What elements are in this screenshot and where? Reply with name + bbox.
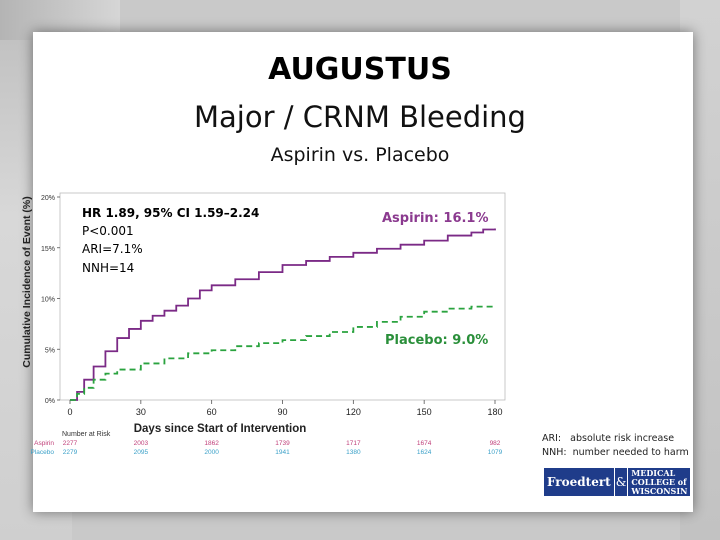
y-tick-label: 0% [45, 398, 55, 405]
footnote-ari: ARI: absolute risk increase [542, 433, 675, 444]
risk-value: 1624 [417, 449, 432, 456]
stats-annotation: HR 1.89, 95% CI 1.59–2.24 [82, 206, 259, 220]
risk-value: 1941 [275, 449, 290, 456]
x-axis-label: Days since Start of Intervention [134, 423, 307, 435]
logo-froedtert: Froedtert [544, 468, 614, 496]
slide-panel [33, 32, 693, 512]
stats-annotation: P<0.001 [82, 224, 134, 238]
series-line-aspirin [70, 228, 496, 401]
risk-value: 2279 [63, 449, 78, 456]
risk-value: 982 [490, 440, 501, 447]
logo-ampersand: & [613, 468, 629, 496]
risk-value: 1674 [417, 440, 432, 447]
risk-value: 1380 [346, 449, 361, 456]
x-tick-label: 0 [67, 407, 72, 417]
y-tick-label: 20% [41, 195, 55, 202]
y-axis-label: Cumulative Incidence of Event (%) [21, 196, 33, 368]
institution-logo: Froedtert & MEDICAL COLLEGE of WISCONSIN [544, 468, 691, 496]
risk-value: 1739 [275, 440, 290, 447]
logo-mcw-line3: WISCONSIN [631, 485, 688, 496]
risk-value: 2095 [134, 449, 149, 456]
aspirin-label: Aspirin: 16.1% [382, 211, 489, 226]
risk-value: 1079 [488, 449, 503, 456]
logo-mcw-line1: MEDICAL [631, 467, 676, 478]
risk-value: 2003 [134, 440, 149, 447]
y-tick-label: 10% [41, 297, 55, 304]
risk-value: 1717 [346, 440, 361, 447]
x-tick-label: 120 [346, 407, 361, 417]
risk-value: 2277 [63, 440, 78, 447]
slide-title: AUGUSTUS [268, 52, 452, 87]
y-tick-label: 5% [45, 347, 55, 354]
x-tick-label: 60 [207, 407, 217, 417]
risk-row-label: Aspirin [34, 440, 54, 447]
logo-mcw-line2: COLLEGE of [631, 476, 687, 487]
footnote-nnh: NNH: number needed to harm [542, 447, 689, 458]
stats-annotation: NNH=14 [82, 261, 134, 275]
placebo-label: Placebo: 9.0% [385, 333, 488, 348]
x-tick-label: 180 [487, 407, 502, 417]
stats-annotation: ARI=7.1% [82, 242, 143, 256]
series-line-placebo [70, 305, 496, 401]
logo-mcw: MEDICAL COLLEGE of WISCONSIN [628, 467, 691, 496]
slide-subtitle: Major / CRNM Bleeding [194, 100, 526, 134]
risk-row-label: Placebo [31, 449, 55, 456]
risk-value: 2000 [204, 449, 219, 456]
y-tick-label: 15% [41, 246, 55, 253]
comparison-label: Aspirin vs. Placebo [270, 144, 450, 166]
x-tick-label: 90 [277, 407, 287, 417]
risk-table-title: Number at Risk [62, 431, 111, 438]
x-tick-label: 150 [417, 407, 432, 417]
risk-value: 1862 [204, 440, 219, 447]
x-tick-label: 30 [136, 407, 146, 417]
